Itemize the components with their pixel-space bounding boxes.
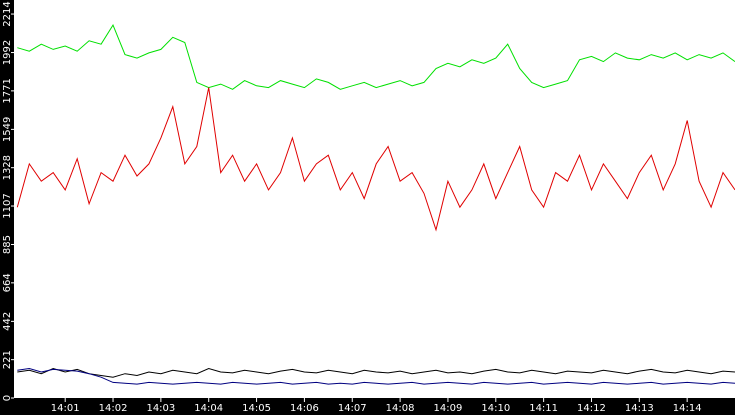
y-tick-label: 1549 bbox=[2, 117, 13, 142]
y-tick-label: 0 bbox=[2, 395, 13, 401]
series-line bbox=[16, 87, 735, 232]
x-axis-strip bbox=[0, 398, 735, 415]
series-line bbox=[17, 367, 735, 385]
y-tick-label: 1107 bbox=[2, 193, 13, 218]
x-tick-label: 14:13 bbox=[625, 403, 654, 414]
y-tick-label: 1992 bbox=[2, 40, 13, 65]
x-tick-label: 14:10 bbox=[481, 403, 510, 414]
x-tick-label: 14:05 bbox=[242, 403, 271, 414]
series-line bbox=[17, 24, 735, 90]
x-tick-label: 14:04 bbox=[194, 403, 223, 414]
x-tick-label: 14:06 bbox=[290, 403, 319, 414]
x-tick-label: 14:09 bbox=[434, 403, 463, 414]
x-tick-label: 14:03 bbox=[146, 403, 175, 414]
x-tick-label: 14:08 bbox=[386, 403, 415, 414]
y-tick-label: 221 bbox=[2, 350, 13, 369]
x-tick-label: 14:02 bbox=[99, 403, 128, 414]
x-tick-label: 14:14 bbox=[673, 403, 702, 414]
x-tick-label: 14:01 bbox=[51, 403, 80, 414]
y-tick-label: 442 bbox=[2, 312, 13, 331]
y-tick-label: 664 bbox=[2, 273, 13, 292]
series-line bbox=[17, 367, 735, 378]
y-tick-label: 1328 bbox=[2, 155, 13, 180]
y-tick-label: 1771 bbox=[2, 78, 13, 103]
x-tick-label: 14:12 bbox=[577, 403, 606, 414]
x-tick-label: 14:07 bbox=[338, 403, 367, 414]
y-tick-label: 885 bbox=[2, 235, 13, 254]
x-tick-label: 14:11 bbox=[529, 403, 558, 414]
y-tick-label: 2214 bbox=[2, 1, 13, 26]
y-axis-strip bbox=[0, 0, 14, 415]
